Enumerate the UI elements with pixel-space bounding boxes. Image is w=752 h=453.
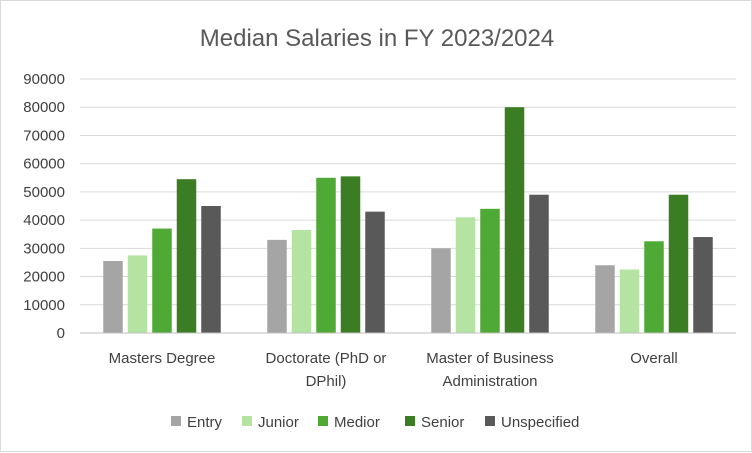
y-tick-label: 70000 [23, 127, 65, 144]
category-label: Overall [630, 350, 678, 367]
legend-swatch-senior [405, 416, 415, 426]
bar-senior-0 [176, 179, 197, 333]
chart-title: Median Salaries in FY 2023/2024 [200, 25, 554, 52]
y-tick-label: 0 [57, 325, 65, 342]
y-tick-label: 50000 [23, 184, 65, 201]
bar-entry-2 [431, 248, 451, 333]
legend-label-medior: Medior [334, 414, 380, 431]
category-label: Master of Business [426, 350, 554, 367]
bar-senior-1 [340, 176, 361, 333]
legend-label-senior: Senior [421, 414, 464, 431]
bar-senior-2 [504, 107, 525, 333]
y-axis-ticks: 0 10000 20000 30000 40000 50000 60000 70000 8000… [23, 71, 65, 342]
bar-unspecified-3 [693, 237, 713, 333]
bar-medior-1 [316, 177, 336, 333]
legend-label-junior: Junior [258, 414, 299, 431]
bar-unspecified-0 [201, 206, 221, 333]
bar-medior-2 [480, 208, 500, 333]
bar-junior-0 [127, 255, 148, 333]
category-label: DPhil) [306, 373, 347, 390]
legend-swatch-unspecified [485, 416, 495, 426]
bar-junior-1 [291, 229, 312, 333]
bar-unspecified-1 [365, 211, 385, 333]
bar-unspecified-2 [529, 194, 549, 333]
legend-swatch-entry [171, 416, 181, 426]
category-label: Masters Degree [109, 350, 216, 367]
y-tick-label: 10000 [23, 297, 65, 314]
y-tick-label: 60000 [23, 156, 65, 173]
bars [103, 107, 713, 333]
category-labels: Masters Degree Doctorate (PhD or DPhil) Mas… [109, 350, 678, 390]
legend-swatch-medior [318, 416, 328, 426]
bar-medior-3 [644, 241, 664, 333]
category-label: Doctorate (PhD or [266, 350, 387, 367]
bar-entry-0 [103, 261, 123, 333]
legend-swatch-junior [242, 416, 252, 426]
bar-entry-3 [595, 265, 615, 333]
bar-senior-3 [668, 194, 689, 333]
y-tick-label: 90000 [23, 71, 65, 88]
legend: Entry Junior Medior Senior Unspecified [171, 414, 579, 431]
bar-junior-3 [619, 269, 640, 333]
y-tick-label: 30000 [23, 240, 65, 257]
bar-entry-1 [267, 239, 287, 333]
y-tick-label: 80000 [23, 99, 65, 116]
y-tick-label: 40000 [23, 212, 65, 229]
bar-junior-2 [455, 217, 476, 333]
legend-label-unspecified: Unspecified [501, 414, 579, 431]
category-label: Administration [442, 373, 537, 390]
bar-medior-0 [152, 228, 172, 333]
y-tick-label: 20000 [23, 269, 65, 286]
legend-label-entry: Entry [187, 414, 223, 431]
